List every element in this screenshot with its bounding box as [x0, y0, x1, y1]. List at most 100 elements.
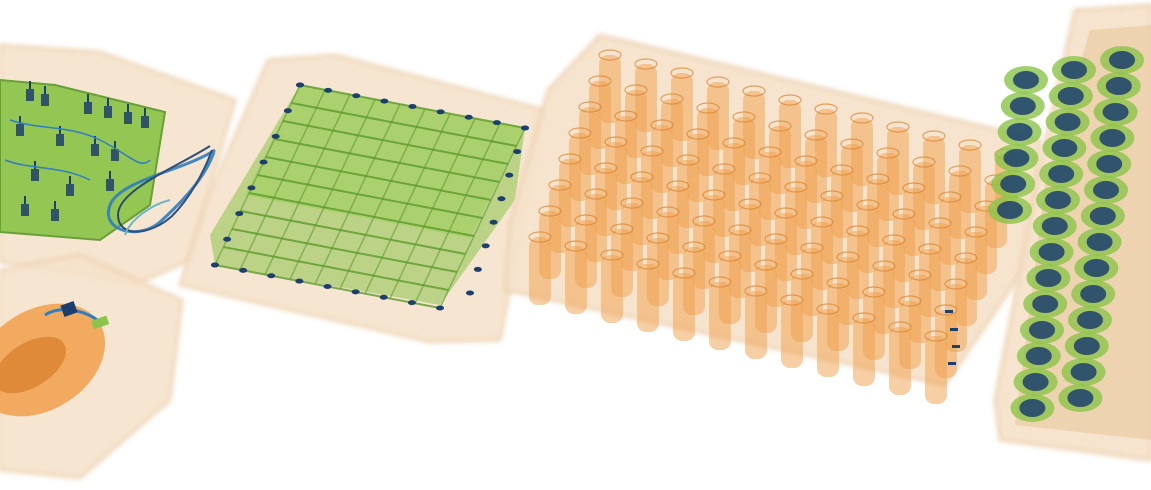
rack-fastener — [211, 262, 219, 268]
rack-fastener — [283, 108, 292, 114]
vial-cap — [768, 120, 792, 132]
vial-cap — [738, 198, 762, 210]
vial-cap — [610, 223, 634, 235]
vial-cap — [732, 111, 756, 123]
vial-cap — [578, 101, 602, 113]
vial-cap — [692, 215, 716, 227]
vial — [565, 246, 587, 314]
vial-cap — [636, 258, 660, 270]
rack-bar — [414, 122, 501, 304]
rack-bar — [289, 99, 376, 280]
grid-rack — [178, 53, 547, 344]
vial-cap — [748, 172, 772, 184]
battery-core — [1083, 259, 1110, 277]
battery-core — [1003, 149, 1030, 167]
vial — [853, 318, 875, 386]
board-trace — [9, 119, 151, 164]
rack-fastener — [481, 243, 490, 249]
vial-cap — [646, 232, 670, 244]
vial-cap — [954, 252, 978, 264]
vial-cap — [574, 214, 598, 226]
package-clip — [60, 300, 78, 318]
vial-cap — [790, 268, 814, 280]
vial-cap — [888, 321, 912, 333]
rack-fastener — [267, 273, 276, 279]
vial-cap — [836, 251, 860, 263]
vial-cap — [816, 303, 840, 315]
battery-core — [1070, 363, 1097, 381]
battery-core — [1038, 243, 1065, 261]
vial-cap — [876, 147, 900, 159]
component — [21, 204, 29, 216]
rack-bar — [239, 89, 326, 271]
vial-cap — [886, 121, 910, 133]
vial-cap — [594, 162, 618, 174]
vial-cap — [856, 199, 880, 211]
vial — [637, 264, 659, 332]
vial-cap — [862, 286, 886, 298]
component — [41, 94, 49, 106]
vial-cap — [548, 179, 572, 191]
vial-cap — [882, 234, 906, 246]
vial — [817, 309, 839, 377]
rack-bar — [282, 120, 509, 165]
battery-core — [1089, 207, 1116, 225]
vial — [889, 327, 911, 395]
vial-cap — [670, 67, 694, 79]
rack-fastener — [466, 290, 474, 296]
rack-fastener — [296, 82, 304, 88]
battery-core — [1048, 165, 1075, 183]
rack-bar — [389, 118, 476, 299]
rack-fastener — [271, 133, 280, 139]
battery-core — [1109, 51, 1135, 69]
vial-cap — [918, 243, 942, 255]
tray-markers — [945, 310, 960, 365]
vial-cap — [922, 130, 946, 142]
tray-marker — [950, 328, 958, 331]
vial-cap — [538, 205, 562, 217]
tray-marker — [952, 345, 960, 348]
battery-core — [997, 201, 1023, 219]
vial-cap — [728, 224, 752, 236]
rack-bar — [291, 102, 517, 147]
battery-core — [1009, 97, 1036, 115]
rack-bar — [274, 138, 500, 183]
battery-rows — [988, 3, 1151, 462]
component — [124, 112, 132, 124]
component — [104, 106, 112, 118]
rack-fastener — [505, 172, 514, 178]
vial-cap — [558, 153, 582, 165]
vial-cap — [924, 330, 948, 342]
vial-cap — [744, 285, 768, 297]
battery-core — [1077, 311, 1103, 329]
vial-cap — [718, 250, 742, 262]
component — [16, 124, 24, 136]
board-components — [4, 81, 151, 221]
vial-cap — [850, 112, 874, 124]
vial — [781, 300, 803, 368]
vial-cap — [708, 276, 732, 288]
vial-cap — [934, 304, 958, 316]
vial-cap — [624, 84, 648, 96]
rack-fastener — [235, 211, 244, 217]
rack-bar — [257, 174, 483, 219]
vial-cap — [584, 188, 608, 200]
rack-fastener — [351, 289, 360, 295]
battery-core — [1019, 399, 1046, 417]
rack-fastener — [407, 300, 416, 306]
board-trace — [4, 159, 91, 181]
battery-core — [1067, 389, 1094, 407]
vial-cap — [944, 278, 968, 290]
rack-top-layer — [245, 85, 525, 238]
battery-core — [1102, 103, 1129, 121]
tray-marker — [948, 362, 956, 365]
vial-cap — [676, 154, 700, 166]
vial-cap — [784, 181, 808, 193]
vial-cap — [600, 249, 624, 261]
vial-cap — [814, 103, 838, 115]
rack-fastener — [259, 159, 268, 165]
vial-cap — [892, 208, 916, 220]
component — [111, 149, 119, 161]
rack-fastener — [352, 93, 361, 99]
